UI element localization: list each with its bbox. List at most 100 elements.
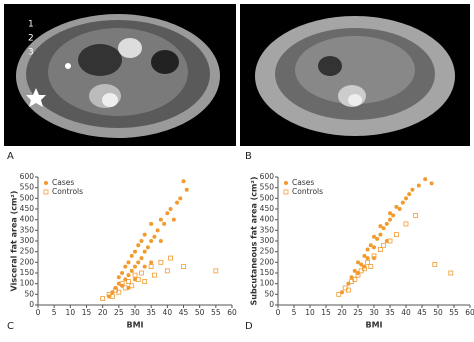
x-axis-title: BMI	[126, 321, 143, 330]
x-axis-title: BMI	[365, 321, 382, 330]
point	[119, 281, 125, 287]
point	[368, 264, 374, 270]
legend-marker	[283, 189, 289, 195]
y-tick-label: 350	[260, 225, 275, 234]
point	[126, 273, 131, 278]
x-tick-label: 0	[36, 308, 41, 317]
x-tick-label: 40	[163, 308, 173, 317]
point	[413, 212, 419, 218]
point	[123, 264, 128, 269]
point	[432, 262, 438, 267]
x-tick-label: 45	[417, 308, 427, 317]
point	[148, 264, 154, 270]
x-tick-label: 10	[305, 308, 315, 317]
point	[388, 211, 392, 216]
y-tick-label: 400	[20, 215, 35, 224]
legend-marker	[284, 181, 288, 185]
legend-label: Cases	[292, 178, 314, 187]
point	[407, 192, 412, 197]
y-tick-label: 300	[260, 236, 275, 245]
point	[149, 221, 154, 226]
point	[391, 213, 396, 218]
y-tick-label: 400	[260, 215, 275, 224]
point	[142, 232, 147, 237]
point	[139, 270, 144, 276]
point	[381, 226, 386, 231]
x-tick-label: 55	[449, 308, 459, 317]
point	[133, 249, 137, 254]
point	[116, 289, 122, 295]
point	[136, 260, 141, 265]
x-tick-label: 50	[195, 308, 205, 317]
y-tick-label: 600	[260, 172, 275, 181]
point	[393, 232, 399, 238]
point	[181, 179, 186, 184]
x-tick-label: 20	[337, 308, 347, 317]
legend-marker	[44, 181, 48, 185]
panel-label: B	[245, 151, 252, 162]
point	[129, 253, 134, 258]
point	[365, 247, 370, 252]
x-tick-label: 20	[98, 308, 108, 317]
point	[109, 294, 115, 299]
point	[397, 207, 402, 211]
x-tick-label: 50	[433, 308, 443, 317]
point	[165, 211, 170, 216]
x-tick-label: 60	[465, 308, 474, 317]
x-tick-label: 40	[401, 308, 411, 317]
point	[400, 200, 405, 205]
point	[429, 181, 434, 186]
point	[356, 260, 360, 265]
point	[388, 217, 392, 222]
y-tick-label: 500	[260, 193, 275, 202]
point	[359, 262, 364, 267]
point	[378, 232, 383, 237]
point	[378, 224, 383, 229]
point	[116, 275, 121, 280]
x-tick-label: 5	[52, 308, 57, 317]
star	[26, 88, 46, 107]
point	[126, 279, 131, 284]
y-tick-label: 350	[20, 225, 35, 234]
x-tick-label: 0	[276, 308, 281, 317]
point	[178, 196, 183, 201]
point	[362, 253, 367, 258]
y-axis-title: Visceral fat area (cm²)	[10, 191, 19, 292]
point	[158, 239, 163, 243]
point	[371, 253, 377, 259]
panel-label: D	[245, 321, 253, 332]
point	[384, 221, 389, 226]
x-tick-label: 15	[82, 308, 92, 317]
point	[122, 285, 128, 291]
point	[387, 238, 393, 244]
legend-label: Controls	[52, 187, 83, 196]
point	[365, 256, 370, 261]
y-tick-label: 600	[20, 172, 35, 181]
x-tick-label: 35	[385, 308, 395, 317]
y-tick-label: 450	[260, 204, 275, 213]
ct-image-b	[240, 4, 470, 146]
point	[139, 256, 144, 261]
point	[365, 259, 371, 265]
point	[158, 259, 164, 265]
y-tick-label: 100	[20, 279, 35, 288]
y-tick-label: 200	[20, 257, 35, 266]
ct-image-a	[4, 4, 236, 146]
y-tick-label: 100	[260, 279, 275, 288]
x-tick-label: 45	[179, 308, 189, 317]
y-tick-label: 150	[260, 268, 275, 277]
x-tick-label: 15	[321, 308, 331, 317]
point	[352, 276, 358, 282]
legend-label: Controls	[292, 187, 323, 196]
panel-label: A	[7, 151, 14, 162]
point	[184, 187, 189, 192]
point	[336, 291, 342, 297]
annotation: 3	[28, 48, 34, 58]
point	[129, 283, 135, 289]
point	[345, 287, 351, 293]
panel-label: C	[7, 321, 14, 332]
point	[129, 268, 134, 273]
y-tick-label: 200	[260, 257, 275, 266]
point	[416, 183, 421, 188]
